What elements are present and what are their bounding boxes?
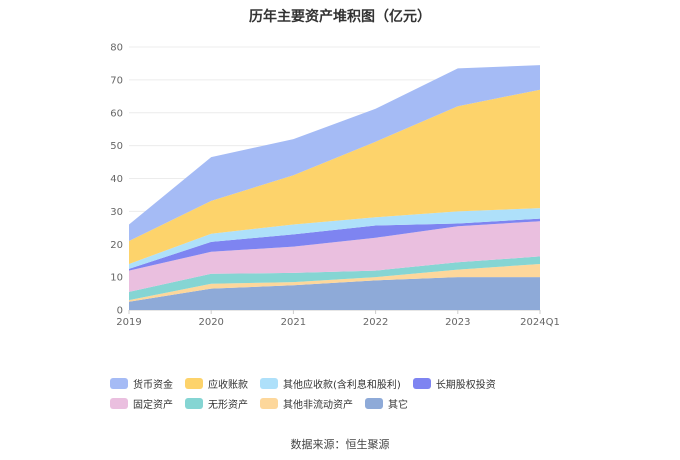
legend-swatch <box>185 397 203 409</box>
legend-label: 其他应收款(含利息和股利) <box>283 379 401 391</box>
x-tick-label: 2020 <box>198 317 223 328</box>
x-tick-label: 2021 <box>281 317 306 328</box>
area-series-长期股权投资 <box>129 218 540 271</box>
legend-label: 固定资产 <box>133 399 173 411</box>
legend-swatch <box>260 397 278 409</box>
legend-label: 应收账款 <box>208 379 248 391</box>
legend-swatch <box>412 377 431 389</box>
x-tick-label: 2023 <box>445 317 470 328</box>
y-tick-label: 80 <box>110 43 123 54</box>
data-source: 数据来源：恒生聚源 <box>290 438 390 451</box>
x-tick-label: 2024Q1 <box>520 317 560 328</box>
stacked-area-chart: 0 10 20 30 40 50 60 70 80 2019 2020 2021 2022 2023 202… <box>110 43 560 329</box>
legend-label: 长期股权投资 <box>435 379 496 391</box>
legend-item[interactable]: 其它 <box>365 396 408 411</box>
legend-label: 其它 <box>388 399 408 411</box>
legend-swatch <box>260 377 278 389</box>
legend-label: 货币资金 <box>133 379 173 391</box>
chart-legend: 货币资金 应收账款 其他应收款(含利息和股利) 长期股权投资固定资产 无形资产 其他非流动… <box>110 376 580 411</box>
y-tick-label: 60 <box>110 108 123 119</box>
area-series-其它 <box>129 277 540 310</box>
x-tick-label: 2019 <box>116 317 141 328</box>
legend-item[interactable]: 货币资金 <box>110 376 173 391</box>
area-series-应收账款 <box>129 89 540 264</box>
y-tick-label: 40 <box>110 174 123 185</box>
legend-swatch <box>110 397 128 409</box>
y-tick-label: 50 <box>110 141 123 152</box>
area-series-货币资金 <box>129 65 540 241</box>
legend-swatch <box>110 377 128 389</box>
legend-item[interactable]: 无形资产 <box>185 396 248 411</box>
y-tick-label: 30 <box>110 207 123 218</box>
legend-item[interactable]: 其他非流动资产 <box>260 396 353 411</box>
legend-label: 无形资产 <box>208 399 248 411</box>
area-series-其他应收款(含利息和股利) <box>129 208 540 269</box>
area-series-固定资产 <box>129 221 540 292</box>
chart-title: 历年主要资产堆积图（亿元） <box>249 9 431 25</box>
y-tick-label: 70 <box>110 75 123 86</box>
area-series-无形资产 <box>129 256 540 301</box>
legend-item[interactable]: 长期股权投资 <box>412 376 496 391</box>
area-series-其他非流动资产 <box>129 264 540 302</box>
y-tick-label: 10 <box>110 273 123 284</box>
x-tick-label: 2022 <box>363 317 388 328</box>
legend-swatch <box>365 397 383 409</box>
legend-item[interactable]: 应收账款 <box>185 376 248 391</box>
legend-item[interactable]: 其他应收款(含利息和股利) <box>260 376 401 391</box>
legend-swatch <box>185 377 203 389</box>
y-tick-label: 20 <box>110 240 123 251</box>
legend-label: 其他非流动资产 <box>283 399 353 411</box>
y-tick-label: 0 <box>117 306 123 317</box>
legend-item[interactable]: 固定资产 <box>110 396 173 411</box>
